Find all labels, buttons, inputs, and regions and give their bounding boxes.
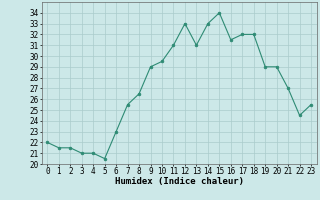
X-axis label: Humidex (Indice chaleur): Humidex (Indice chaleur) <box>115 177 244 186</box>
